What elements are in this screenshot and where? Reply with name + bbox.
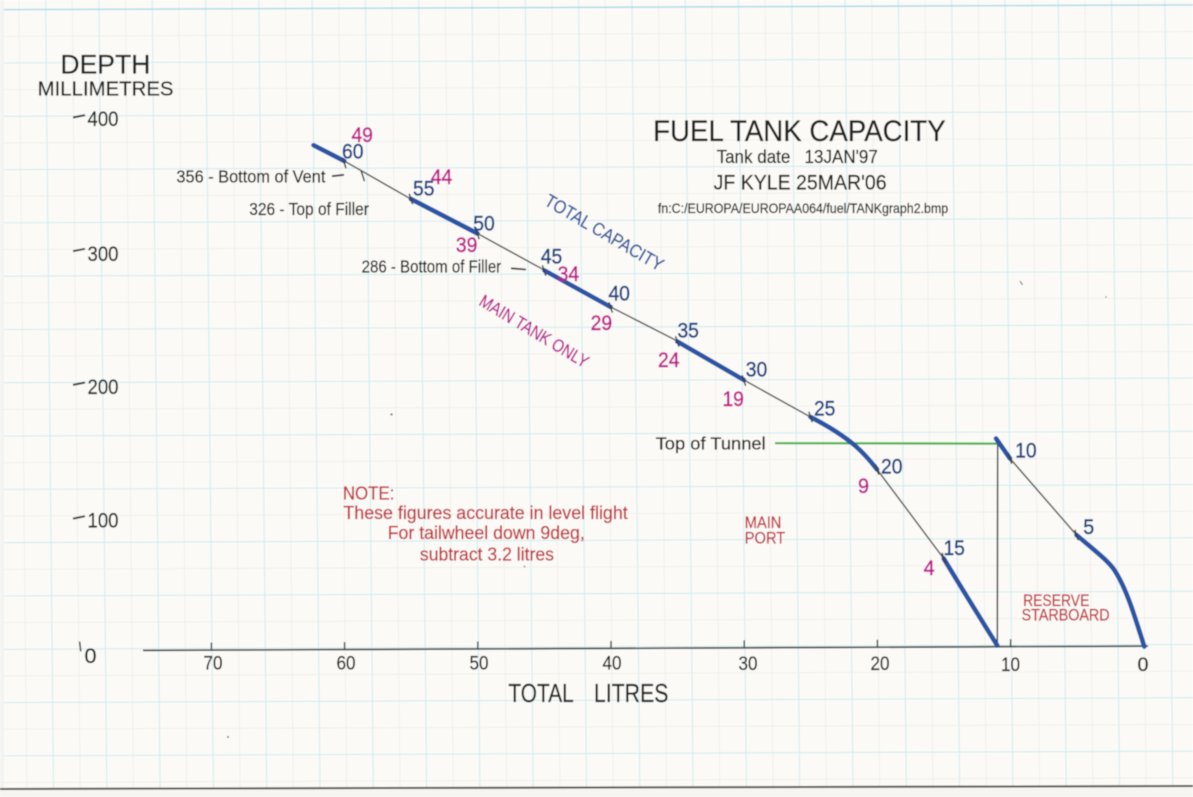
svg-text:9: 9 — [858, 474, 869, 498]
svg-text:45: 45 — [541, 244, 563, 268]
svg-text:50: 50 — [470, 653, 489, 675]
svg-text:10: 10 — [1015, 439, 1037, 463]
svg-text:30: 30 — [739, 653, 758, 675]
svg-text:25: 25 — [814, 396, 836, 420]
svg-text:0: 0 — [85, 644, 97, 668]
svg-text:fn:C:/EUROPA/EUROPAA064/fuel/T: fn:C:/EUROPA/EUROPAA064/fuel/TANKgraph2.… — [658, 201, 948, 216]
svg-text:0: 0 — [1138, 654, 1149, 676]
svg-text:4: 4 — [924, 556, 935, 580]
svg-text:STARBOARD: STARBOARD — [1022, 606, 1110, 624]
svg-text:TOTAL: TOTAL — [508, 680, 573, 708]
svg-text:5: 5 — [1083, 515, 1094, 539]
svg-text:20: 20 — [881, 454, 903, 478]
svg-text:100: 100 — [88, 509, 119, 533]
svg-text:60: 60 — [342, 139, 364, 163]
svg-text:30: 30 — [746, 358, 768, 382]
svg-text:60: 60 — [337, 653, 356, 675]
svg-text:JF KYLE 25MAR'06: JF KYLE 25MAR'06 — [714, 171, 887, 194]
svg-text:55: 55 — [413, 176, 435, 200]
svg-text:PORT: PORT — [745, 530, 785, 548]
svg-text:15: 15 — [943, 536, 965, 560]
svg-text:subtract 3.2 litres: subtract 3.2 litres — [420, 544, 554, 565]
svg-text:29: 29 — [591, 311, 613, 335]
svg-text:300: 300 — [88, 242, 119, 266]
svg-text:44: 44 — [431, 165, 453, 189]
svg-text:10: 10 — [1001, 654, 1020, 676]
svg-text:These figures accurate in leve: These figures accurate in level flight — [343, 502, 627, 523]
svg-text:DEPTH: DEPTH — [60, 50, 150, 80]
svg-text:326 - Top of Filler: 326 - Top of Filler — [249, 199, 369, 219]
svg-text:35: 35 — [677, 319, 699, 343]
svg-text:286 - Bottom of Filler: 286 - Bottom of Filler — [362, 257, 502, 277]
svg-text:34: 34 — [558, 262, 580, 286]
svg-text:MAIN: MAIN — [745, 514, 782, 532]
svg-text:24: 24 — [658, 348, 680, 372]
svg-text:FUEL TANK CAPACITY: FUEL TANK CAPACITY — [653, 115, 946, 148]
svg-text:RESERVE: RESERVE — [1023, 592, 1089, 610]
svg-text:For tailwheel down 9deg,: For tailwheel down 9deg, — [388, 522, 585, 543]
svg-text:19: 19 — [722, 387, 744, 411]
svg-text:49: 49 — [351, 123, 373, 147]
svg-text:Tank date 13JAN'97: Tank date 13JAN'97 — [717, 147, 878, 167]
svg-text:NOTE:: NOTE: — [343, 483, 395, 504]
svg-text:356 - Bottom of Vent: 356 - Bottom of Vent — [176, 166, 325, 186]
svg-text:LITRES: LITRES — [594, 680, 669, 708]
svg-text:50: 50 — [473, 212, 495, 236]
svg-text:70: 70 — [204, 653, 223, 675]
svg-text:Top of Tunnel: Top of Tunnel — [656, 433, 766, 453]
svg-text:200: 200 — [88, 375, 119, 399]
svg-text:40: 40 — [603, 653, 622, 675]
svg-text:MILLIMETRES: MILLIMETRES — [38, 78, 174, 100]
svg-text:39: 39 — [456, 233, 478, 257]
svg-text:40: 40 — [608, 282, 630, 306]
svg-text:20: 20 — [871, 653, 890, 675]
svg-text:400: 400 — [88, 107, 119, 131]
